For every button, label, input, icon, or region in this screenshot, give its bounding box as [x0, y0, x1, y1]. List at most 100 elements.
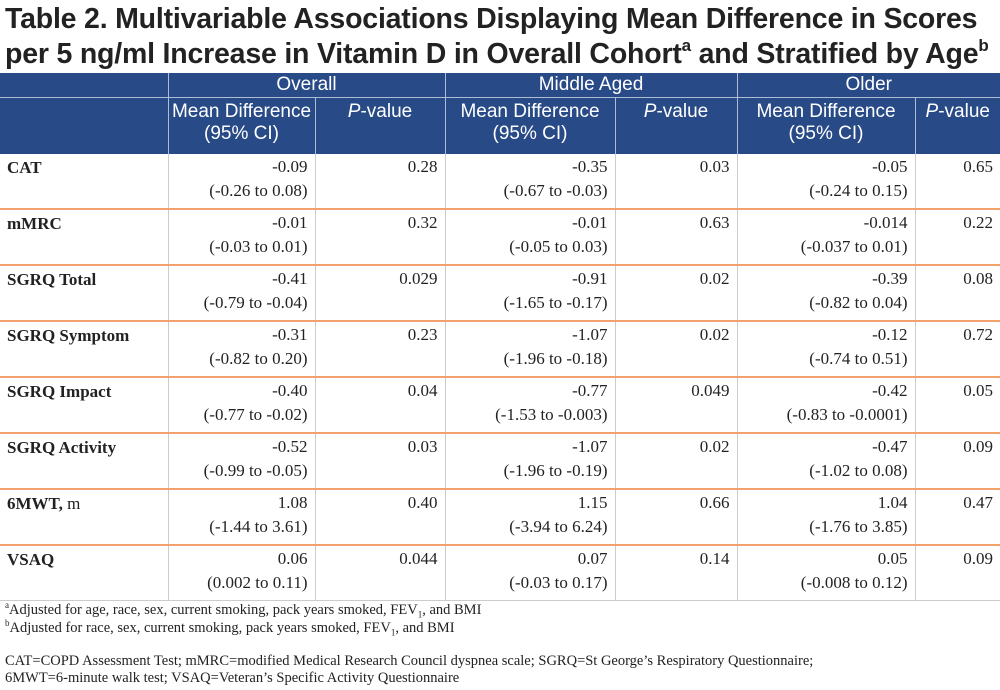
p-value-cell: 0.03 — [315, 433, 446, 490]
table-row: mMRC -0.01 (-0.03 to 0.01) 0.32 -0.01 (-0.05 … — [0, 209, 1000, 266]
confidence-interval: (-0.26 to 0.08) — [209, 181, 308, 200]
mean-difference-cell: 0.07 (-0.03 to 0.17) — [445, 545, 616, 601]
p-value-cell: 0.23 — [315, 321, 446, 378]
row-label-text: 6MWT, — [7, 494, 63, 513]
mean-difference-value: -1.07 — [572, 437, 608, 456]
group-header-overall: Overall — [168, 73, 446, 98]
p-value-cell: 0.72 — [915, 321, 1000, 378]
p-value-cell: 0.029 — [315, 265, 446, 322]
footnote-a-text: Adjusted for age, race, sex, current smo… — [9, 601, 418, 618]
mean-difference-header-line-2: (95% CI) — [788, 123, 864, 144]
p-value-cell: 0.04 — [315, 377, 446, 434]
mean-difference-value: -0.40 — [272, 381, 308, 400]
results-table: Overall Middle Aged Older Mean Differenc… — [0, 73, 1000, 601]
mean-difference-cell: -0.77 (-1.53 to -0.003) — [445, 377, 616, 434]
table-row: SGRQ Total -0.41 (-0.79 to -0.04) 0.029 -0.9… — [0, 265, 1000, 322]
row-label-text: SGRQ Symptom — [7, 326, 130, 345]
mean-difference-cell: -0.014 (-0.037 to 0.01) — [737, 209, 916, 266]
row-label: SGRQ Total — [0, 265, 169, 322]
mean-difference-value: -0.35 — [572, 157, 608, 176]
p-value-cell: 0.049 — [615, 377, 738, 434]
row-label-text: SGRQ Impact — [7, 382, 112, 401]
row-label: SGRQ Impact — [0, 377, 169, 434]
row-label-unit: m — [62, 494, 81, 513]
title-line-2: per 5 ng/ml Increase in Vitamin D in Ove… — [5, 37, 997, 72]
table-row: CAT -0.09 (-0.26 to 0.08) 0.28 -0.35 (-0.67 t… — [0, 154, 1000, 210]
mean-difference-value: -0.014 — [863, 213, 908, 232]
p-value-cell: 0.66 — [615, 489, 738, 546]
footnote-b-text: Adjusted for race, sex, current smoking,… — [9, 619, 391, 636]
header-blank-cell — [0, 73, 169, 98]
mean-difference-header-line-1: Mean Difference — [756, 101, 896, 122]
mean-difference-header-line-1: Mean Difference — [171, 101, 312, 122]
mean-difference-cell: -0.05 (-0.24 to 0.15) — [737, 154, 916, 210]
table-row: 6MWT, m 1.08 (-1.44 to 3.61) 0.40 1.15 (-3.94… — [0, 489, 1000, 546]
table-title: Table 2. Multivariable Associations Disp… — [5, 2, 997, 72]
abbreviations-note: CAT=COPD Assessment Test; mMRC=modified … — [5, 653, 997, 687]
confidence-interval: (-0.67 to -0.03) — [503, 181, 608, 200]
p-value-header: P-value — [615, 97, 738, 154]
confidence-interval: (-0.05 to 0.03) — [509, 237, 608, 256]
p-value-header-rest: -value — [360, 101, 413, 122]
p-value-cell: 0.05 — [915, 377, 1000, 434]
mean-difference-value: 0.07 — [577, 549, 608, 568]
mean-difference-header: Mean Difference (95% CI) — [737, 97, 916, 154]
footnote-b-mark: b — [5, 618, 10, 628]
mean-difference-value: -0.47 — [872, 437, 908, 456]
mean-difference-header-line-1: Mean Difference — [460, 101, 600, 122]
confidence-interval: (-0.008 to 0.12) — [800, 573, 908, 592]
abbreviations-line-2: 6MWT=6-minute walk test; VSAQ=Veteran’s … — [5, 670, 460, 686]
p-value-header-italic: P — [925, 101, 939, 122]
footnote-a-mark: a — [5, 600, 9, 610]
confidence-interval: (-1.96 to -0.18) — [503, 349, 608, 368]
mean-difference-value: -0.77 — [572, 381, 608, 400]
mean-difference-cell: -0.41 (-0.79 to -0.04) — [168, 265, 316, 322]
title-footnote-a: a — [681, 35, 691, 55]
mean-difference-value: -0.01 — [272, 213, 308, 232]
p-value-cell: 0.02 — [615, 433, 738, 490]
mean-difference-value: -0.91 — [572, 269, 608, 288]
p-value-header: P-value — [915, 97, 1000, 154]
p-value-cell: 0.40 — [315, 489, 446, 546]
p-value-header-italic: P — [347, 101, 361, 122]
confidence-interval: (-0.74 to 0.51) — [809, 349, 908, 368]
mean-difference-value: -0.31 — [272, 325, 308, 344]
group-header-older: Older — [737, 73, 1000, 98]
mean-difference-cell: -0.42 (-0.83 to -0.0001) — [737, 377, 916, 434]
confidence-interval: (-1.02 to 0.08) — [809, 461, 908, 480]
p-value-cell: 0.02 — [615, 321, 738, 378]
confidence-interval: (-0.79 to -0.04) — [203, 293, 308, 312]
mean-difference-value: -0.01 — [572, 213, 608, 232]
p-value-header-rest: -value — [938, 101, 990, 122]
mean-difference-cell: -0.39 (-0.82 to 0.04) — [737, 265, 916, 322]
confidence-interval: (-1.65 to -0.17) — [503, 293, 608, 312]
mean-difference-cell: -0.35 (-0.67 to -0.03) — [445, 154, 616, 210]
row-label-text: CAT — [7, 158, 42, 177]
p-value-cell: 0.14 — [615, 545, 738, 601]
p-value-cell: 0.22 — [915, 209, 1000, 266]
p-value-header-italic: P — [643, 101, 657, 122]
confidence-interval: (-0.82 to 0.20) — [209, 349, 308, 368]
p-value-cell: 0.03 — [615, 154, 738, 210]
table-row: VSAQ 0.06 (0.002 to 0.11) 0.044 0.07 (-0.03 t… — [0, 545, 1000, 601]
footnote-a-end: , and BMI — [422, 601, 482, 618]
abbreviations-line-1: CAT=COPD Assessment Test; mMRC=modified … — [5, 653, 814, 669]
row-label: SGRQ Activity — [0, 433, 169, 490]
row-label: mMRC — [0, 209, 169, 266]
footnote-b-sub: 1 — [390, 627, 396, 638]
row-label-text: SGRQ Activity — [7, 438, 117, 457]
mean-difference-cell: -0.91 (-1.65 to -0.17) — [445, 265, 616, 322]
mean-difference-header: Mean Difference (95% CI) — [445, 97, 616, 154]
confidence-interval: (-1.44 to 3.61) — [209, 517, 308, 536]
mean-difference-cell: 1.04 (-1.76 to 3.85) — [737, 489, 916, 546]
mean-difference-cell: -1.07 (-1.96 to -0.18) — [445, 321, 616, 378]
table-row: SGRQ Symptom -0.31 (-0.82 to 0.20) 0.23 -1.0… — [0, 321, 1000, 378]
confidence-interval: (-0.77 to -0.02) — [203, 405, 308, 424]
p-value-cell: 0.63 — [615, 209, 738, 266]
table-row: SGRQ Activity -0.52 (-0.99 to -0.05) 0.03 -1… — [0, 433, 1000, 490]
p-value-cell: 0.09 — [915, 545, 1000, 601]
mean-difference-cell: -0.40 (-0.77 to -0.02) — [168, 377, 316, 434]
confidence-interval: (-1.76 to 3.85) — [809, 517, 908, 536]
mean-difference-value: -0.42 — [872, 381, 908, 400]
confidence-interval: (-0.03 to 0.01) — [209, 237, 308, 256]
